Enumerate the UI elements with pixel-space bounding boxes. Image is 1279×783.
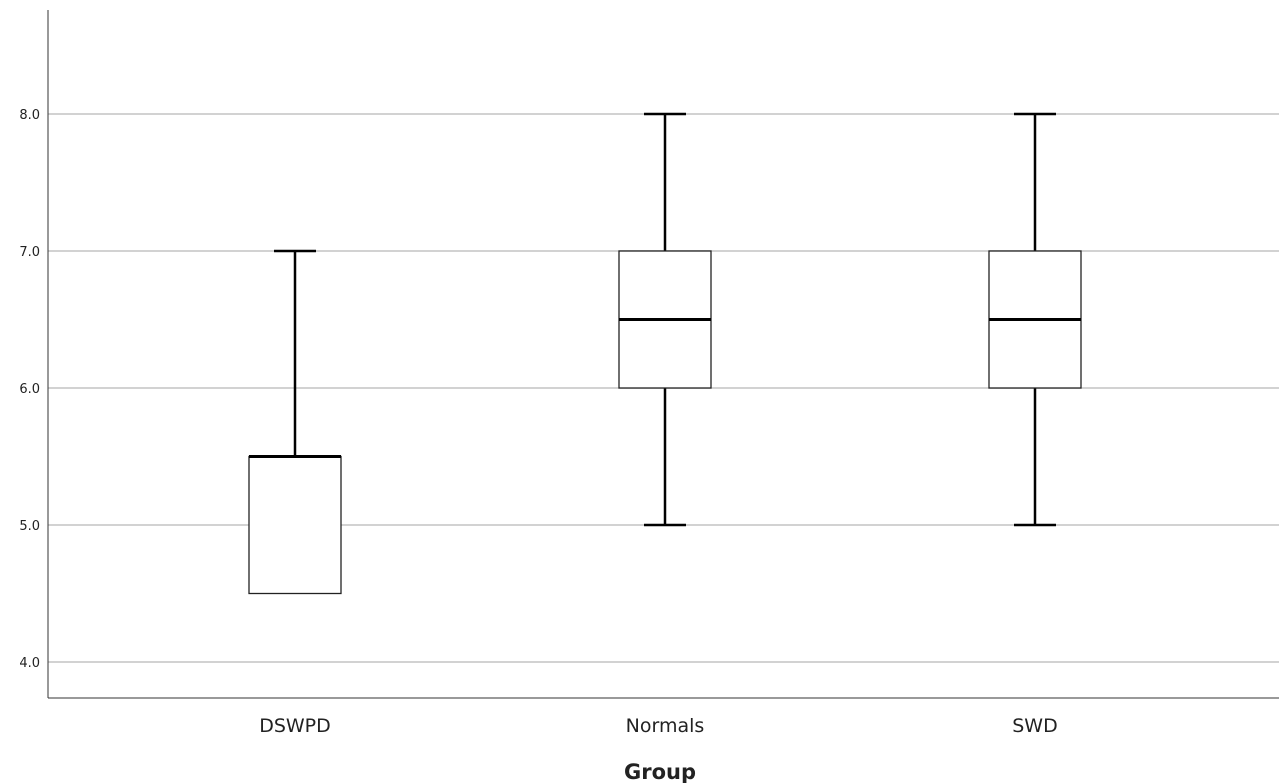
y-tick-label: 5.0 [19, 519, 40, 534]
x-category-labels: DSWPD Normals SWD [259, 715, 1058, 737]
y-tick-label: 8.0 [19, 108, 40, 123]
y-tick-label: 4.0 [19, 656, 40, 671]
x-axis-title: Group [624, 760, 696, 783]
x-category-label-normals: Normals [626, 715, 705, 737]
axes [47, 10, 1279, 699]
box-dswpd [248, 249, 342, 595]
y-tick-labels: 4.0 5.0 6.0 7.0 8.0 [19, 108, 40, 671]
boxes [248, 112, 1082, 595]
x-category-label-dswpd: DSWPD [259, 715, 331, 737]
y-tick-label: 6.0 [19, 382, 40, 397]
x-category-label-swd: SWD [1012, 715, 1057, 737]
box-swd [988, 112, 1082, 527]
box-normals [618, 112, 712, 527]
y-tick-label: 7.0 [19, 245, 40, 260]
iqr-box [248, 455, 342, 595]
